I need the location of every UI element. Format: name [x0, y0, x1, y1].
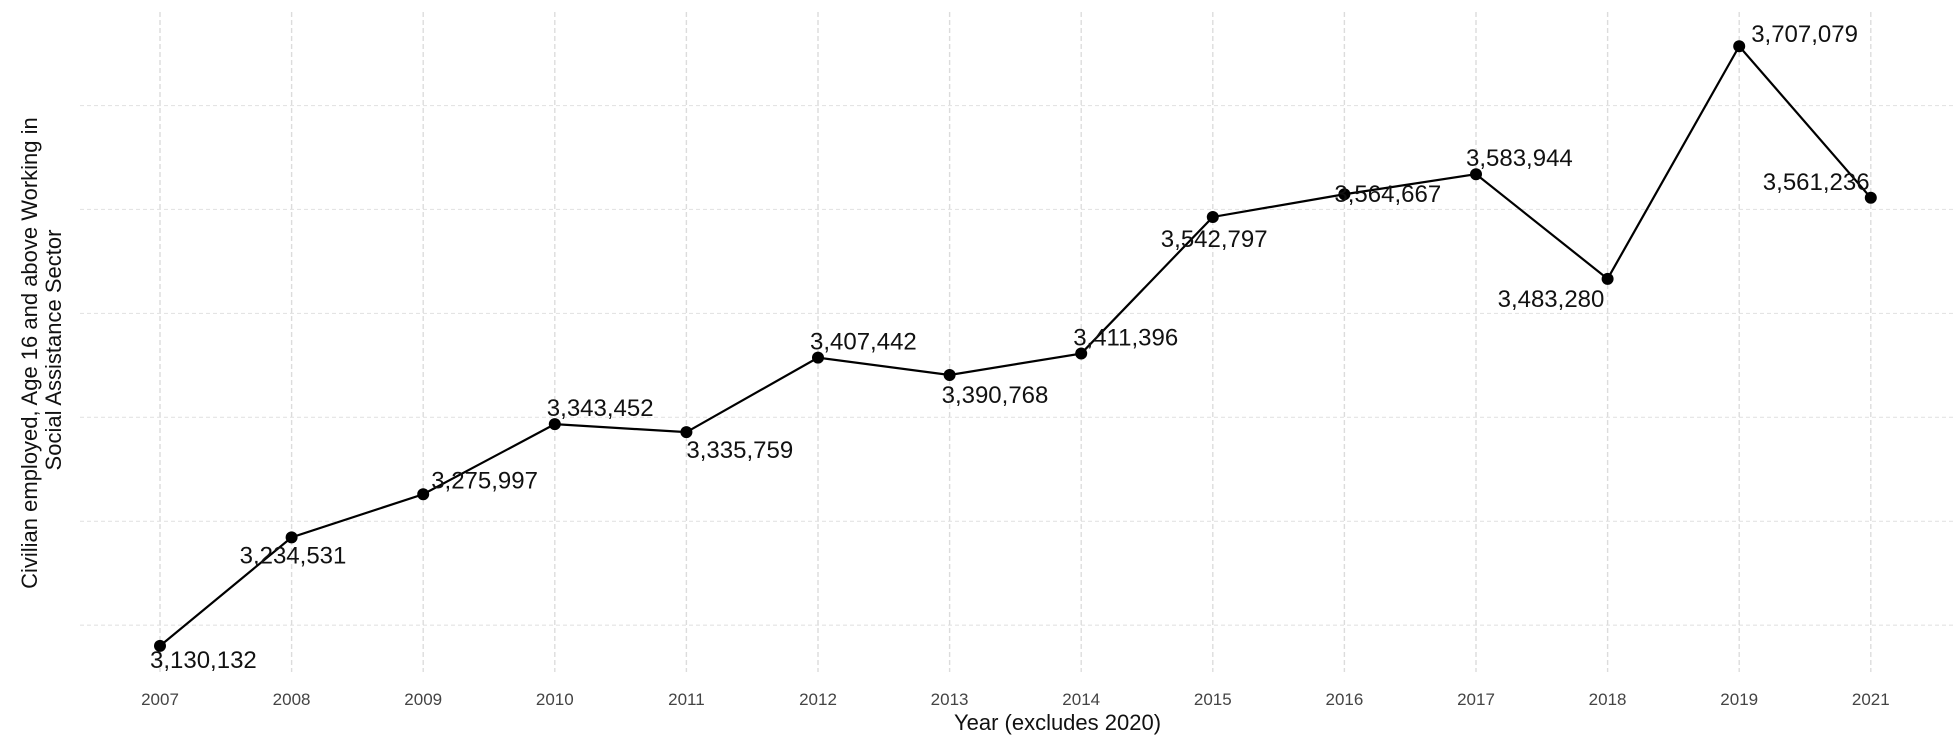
x-tick-label-2017: 2017	[1457, 690, 1495, 709]
data-point-2017	[1470, 168, 1482, 181]
data-label-2014: 3,411,396	[1073, 325, 1178, 352]
data-label-2015: 3,542,797	[1161, 226, 1268, 253]
data-point-2021	[1864, 191, 1877, 204]
data-label-2021: 3,561,236	[1763, 169, 1870, 196]
data-point-2012	[812, 351, 824, 364]
data-point-2010	[548, 418, 561, 431]
data-point-2011	[680, 426, 693, 439]
data-point-2013	[943, 368, 956, 381]
data-label-2011: 3,335,759	[686, 437, 793, 464]
x-tick-label-2007: 2007	[141, 690, 179, 709]
x-tick-label-2009: 2009	[404, 690, 442, 709]
y-axis-title: Civilian employed, Age 16 and above Work…	[17, 111, 66, 589]
data-label-2013: 3,390,768	[942, 382, 1049, 409]
x-tick-label-2016: 2016	[1325, 690, 1363, 709]
data-labels: 3,130,132 3,234,531 3,275,997 3,343,452 3,33…	[150, 21, 1870, 674]
y-axis-title-line-2: Social Assistance Sector	[41, 230, 66, 471]
data-point-2018	[1601, 272, 1614, 285]
data-point-2007	[154, 639, 166, 652]
series-layer	[154, 40, 1877, 652]
x-tick-label-2012: 2012	[799, 690, 837, 709]
data-point-2016	[1338, 188, 1351, 201]
y-axis-title-line-1: Civilian employed, Age 16 and above Work…	[17, 117, 42, 589]
data-point-2014	[1075, 347, 1088, 360]
x-axis-title: Year (excludes 2020)	[954, 710, 1161, 735]
series-line	[159, 44, 1872, 647]
x-tick-label-2011: 2011	[668, 690, 705, 709]
data-label-2009: 3,275,997	[431, 467, 538, 494]
data-label-2007: 3,130,132	[150, 647, 257, 674]
x-tick-label-2015: 2015	[1194, 690, 1232, 709]
x-tick-label-2014: 2014	[1062, 690, 1100, 709]
data-point-2019	[1733, 40, 1746, 53]
x-tick-label-2018: 2018	[1589, 690, 1627, 709]
data-label-2019: 3,707,079	[1751, 21, 1858, 48]
data-label-2016: 3,564,667	[1334, 181, 1441, 208]
x-tick-label-2013: 2013	[931, 690, 969, 709]
x-tick-label-2019: 2019	[1720, 690, 1758, 709]
data-point-2015	[1206, 210, 1219, 223]
data-label-2012: 3,407,442	[810, 329, 917, 356]
data-label-2017: 3,583,944	[1466, 145, 1573, 172]
x-tick-label-2008: 2008	[273, 690, 311, 709]
x-tick-label-2010: 2010	[536, 690, 574, 709]
data-label-2018: 3,483,280	[1498, 286, 1605, 313]
data-point-2009	[417, 488, 430, 501]
data-point-2008	[285, 531, 298, 544]
data-label-2010: 3,343,452	[547, 395, 654, 422]
x-tick-labels: 2007 2008 2009 2010 2011 2012 2013 2014 2015 2016…	[141, 690, 1890, 709]
grid	[80, 12, 1955, 672]
data-label-2008: 3,234,531	[240, 542, 347, 569]
x-tick-label-2021: 2021	[1852, 690, 1890, 709]
